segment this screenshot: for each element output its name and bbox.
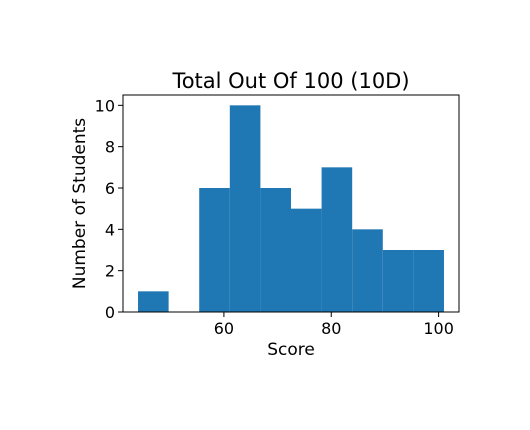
plot-frame	[122, 94, 460, 313]
y-tick-label: 0	[105, 303, 115, 322]
x-axis-ticks: 60 80 100	[214, 312, 454, 338]
y-axis-label: Number of Students	[70, 118, 90, 289]
y-tick-label: 6	[105, 179, 115, 198]
y-axis-ticks: 0 2 4 6 8 10	[95, 96, 123, 322]
y-tick-label: 8	[105, 138, 115, 157]
histogram-bar	[352, 229, 383, 312]
x-axis-label: Score	[267, 340, 315, 360]
x-tick-label: 80	[321, 319, 341, 338]
x-tick-label: 60	[214, 319, 234, 338]
histogram-bar	[321, 167, 353, 312]
histogram-bar	[229, 105, 261, 312]
histogram-bar	[260, 188, 291, 312]
chart-title: Total Out Of 100 (10D)	[171, 69, 409, 93]
bars-group	[138, 105, 444, 312]
histogram-bar	[138, 291, 169, 312]
y-tick-label: 10	[95, 96, 115, 115]
histogram-bar	[413, 250, 444, 312]
y-tick-label: 4	[105, 220, 115, 239]
histogram-bar	[199, 188, 230, 312]
x-tick-label: 100	[423, 319, 454, 338]
y-tick-label: 2	[105, 262, 115, 281]
histogram-bar	[382, 250, 414, 312]
histogram-bar	[291, 208, 322, 312]
